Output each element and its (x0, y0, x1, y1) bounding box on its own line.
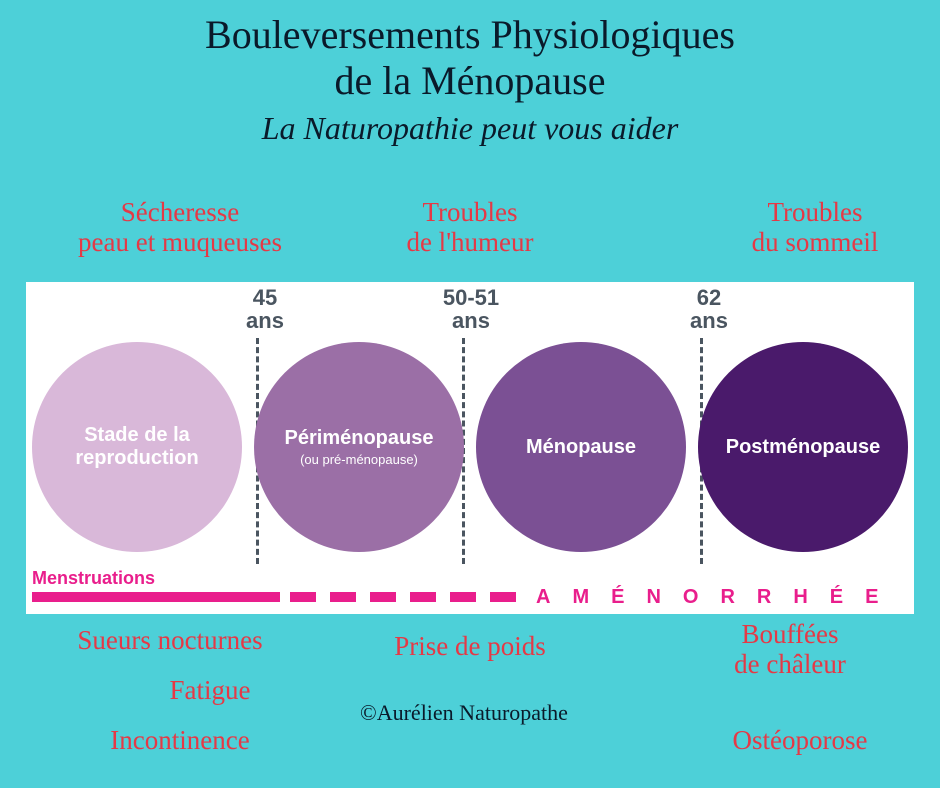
symptom-label: Troublesde l'humeur (370, 198, 570, 257)
age-label: 62ans (674, 286, 744, 332)
symptom-label: Sueurs nocturnes (30, 626, 310, 656)
menstruation-bar-dashed (290, 592, 516, 602)
stage-circle: Ménopause (476, 342, 686, 552)
menstruation-label: Menstruations (32, 568, 155, 589)
title-line2: de la Ménopause (334, 58, 605, 103)
stage-circle: Périménopause(ou pré-ménopause) (254, 342, 464, 552)
symptom-label: Troublesdu sommeil (710, 198, 920, 257)
symptom-label: Boufféesde châleur (680, 620, 900, 679)
amenorrhee-label: AMÉNORRHÉE (536, 586, 900, 609)
stage-circle: Stade de lareproduction (32, 342, 242, 552)
age-label: 50-51ans (436, 286, 506, 332)
symptom-label: Sécheressepeau et muqueuses (30, 198, 330, 257)
subtitle: La Naturopathie peut vous aider (0, 110, 940, 147)
main-title: Bouleversements Physiologiques de la Mén… (0, 0, 940, 104)
symptom-label: Incontinence (70, 726, 290, 756)
symptom-label: Fatigue (130, 676, 290, 706)
menstruation-bar-solid (32, 592, 280, 602)
stage-circle: Postménopause (698, 342, 908, 552)
title-line1: Bouleversements Physiologiques (205, 12, 735, 57)
symptom-label: Ostéoporose (700, 726, 900, 756)
diagram-panel: 45ans 50-51ans 62ans Stade de lareproductio… (26, 282, 914, 614)
age-label: 45ans (230, 286, 300, 332)
credit-text: ©Aurélien Naturopathe (360, 700, 568, 726)
symptom-label: Prise de poids (360, 632, 580, 662)
